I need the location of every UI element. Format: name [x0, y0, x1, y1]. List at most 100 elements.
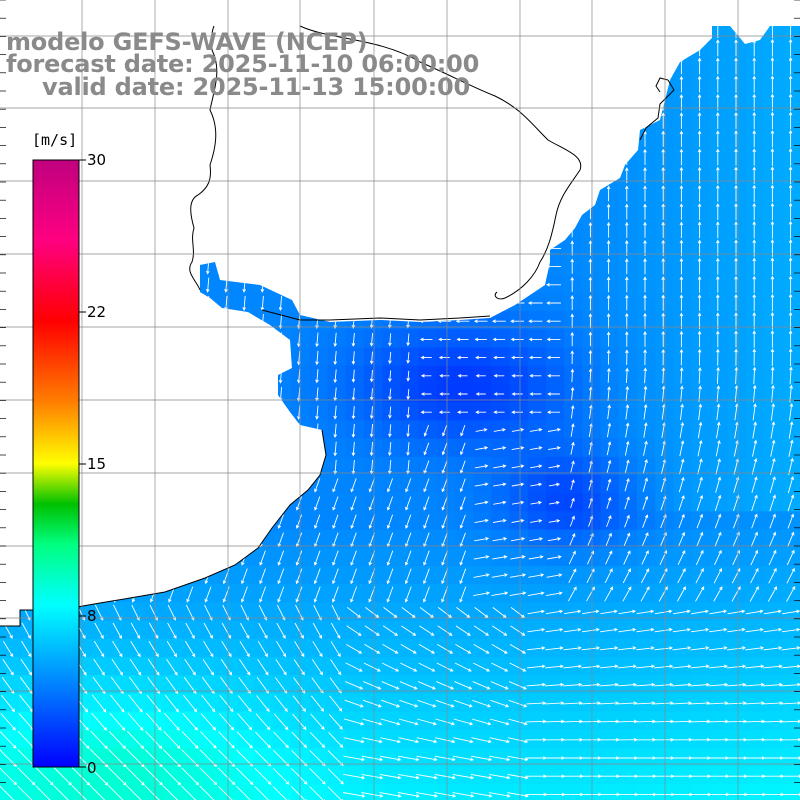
wind-speed-cell	[655, 293, 674, 312]
wind-arrow	[752, 184, 756, 202]
wind-speed-cell	[673, 74, 693, 94]
wind-arrow	[625, 167, 629, 184]
wind-arrow	[364, 625, 380, 636]
wind-arrow	[606, 313, 611, 329]
wind-speed-cell	[655, 347, 674, 367]
wind-speed-cell	[455, 475, 474, 494]
wind-speed-cell	[618, 766, 638, 785]
wind-arrow	[492, 607, 507, 618]
wind-speed-cell	[327, 748, 347, 767]
wind-arrow	[546, 591, 563, 597]
wind-speed-cell	[382, 347, 401, 367]
wind-speed-cell	[637, 384, 656, 403]
wind-speed-cell	[764, 183, 784, 203]
wind-speed-cell	[782, 26, 800, 39]
wind-speed-cell	[364, 657, 383, 676]
wind-arrow	[679, 421, 685, 439]
wind-arrow	[625, 404, 630, 420]
wind-speed-cell	[236, 638, 256, 658]
wind-speed-cell	[564, 566, 583, 585]
wind-speed-cell	[782, 693, 800, 713]
wind-speed-cell	[327, 784, 347, 800]
wind-speed-cell	[382, 566, 401, 585]
wind-arrow	[492, 337, 506, 342]
wind-arrow	[333, 369, 338, 384]
wind-arrow	[716, 330, 720, 348]
wind-speed-cell	[291, 602, 310, 622]
wind-arrow	[752, 221, 756, 239]
wind-arrow	[653, 682, 674, 687]
wind-arrow	[716, 57, 720, 75]
wind-speed-cell	[746, 311, 765, 330]
wind-speed-cell	[655, 129, 674, 148]
wind-arrow	[529, 374, 542, 378]
wind-arrow	[416, 773, 438, 780]
wind-speed-cell	[691, 456, 711, 476]
wind-arrow	[295, 496, 303, 511]
wind-speed-cell	[491, 766, 511, 785]
wind-speed-cell	[400, 566, 420, 585]
wind-speed-cell	[254, 693, 274, 713]
wind-speed-cell	[728, 547, 747, 567]
wind-speed-cell	[309, 365, 329, 385]
wind-arrow	[108, 730, 127, 750]
wind-speed-cell	[400, 402, 420, 421]
wind-arrow	[714, 494, 722, 511]
wind-arrow	[277, 532, 284, 548]
wind-speed-cell	[655, 402, 674, 421]
wind-arrow	[625, 349, 629, 365]
wind-speed-cell	[637, 165, 656, 185]
wind-arrow	[333, 441, 338, 457]
wind-arrow	[570, 331, 574, 347]
wind-speed-cell	[564, 311, 583, 330]
wind-arrow	[310, 713, 325, 730]
wind-arrow	[423, 514, 430, 529]
wind-arrow	[343, 792, 366, 798]
wind-speed-cell	[564, 748, 583, 767]
wind-arrow	[459, 496, 466, 511]
wind-arrow	[625, 185, 629, 202]
wind-speed-cell	[782, 92, 800, 112]
wind-speed-cell	[345, 402, 365, 421]
wind-speed-cell	[746, 165, 765, 185]
wind-speed-cell	[273, 784, 292, 800]
wind-speed-cell	[782, 202, 800, 221]
wind-arrow	[311, 659, 324, 676]
wind-arrow	[546, 355, 561, 360]
wind-speed-cell	[600, 384, 620, 403]
wind-speed-cell	[455, 456, 474, 476]
wind-speed-cell	[673, 347, 693, 367]
wind-speed-cell	[400, 420, 420, 440]
wind-arrow	[241, 568, 248, 585]
wind-arrow	[333, 351, 338, 366]
wind-arrow	[624, 496, 630, 510]
wind-arrow	[734, 312, 738, 330]
wind-arrow	[310, 695, 325, 712]
wind-arrow	[726, 664, 747, 669]
wind-speed-cell	[728, 748, 747, 767]
wind-speed-cell	[291, 748, 310, 767]
wind-speed-cell	[764, 293, 784, 312]
wind-arrow	[17, 785, 36, 800]
wind-speed-cell	[455, 329, 474, 349]
wind-speed-cell	[655, 784, 674, 800]
wind-speed-cell	[309, 602, 329, 622]
wind-speed-cell	[618, 365, 638, 385]
wind-arrow	[622, 568, 631, 584]
wind-arrow	[256, 695, 270, 713]
wind-arrow	[199, 785, 218, 800]
wind-speed-cell	[455, 784, 474, 800]
wind-arrow	[0, 785, 18, 800]
wind-speed-cell	[400, 602, 420, 622]
wind-arrow	[698, 385, 702, 402]
wind-speed-cell	[709, 657, 729, 676]
wind-arrow	[382, 644, 399, 654]
wind-arrow	[293, 659, 305, 676]
wind-speed-cell	[400, 529, 420, 549]
wind-speed-cell	[618, 675, 638, 694]
wind-speed-cell	[291, 384, 310, 403]
wind-speed-cell	[327, 638, 347, 658]
wind-speed-cell	[309, 493, 329, 512]
wind-arrow	[237, 695, 252, 713]
wind-speed-cell	[491, 329, 511, 349]
